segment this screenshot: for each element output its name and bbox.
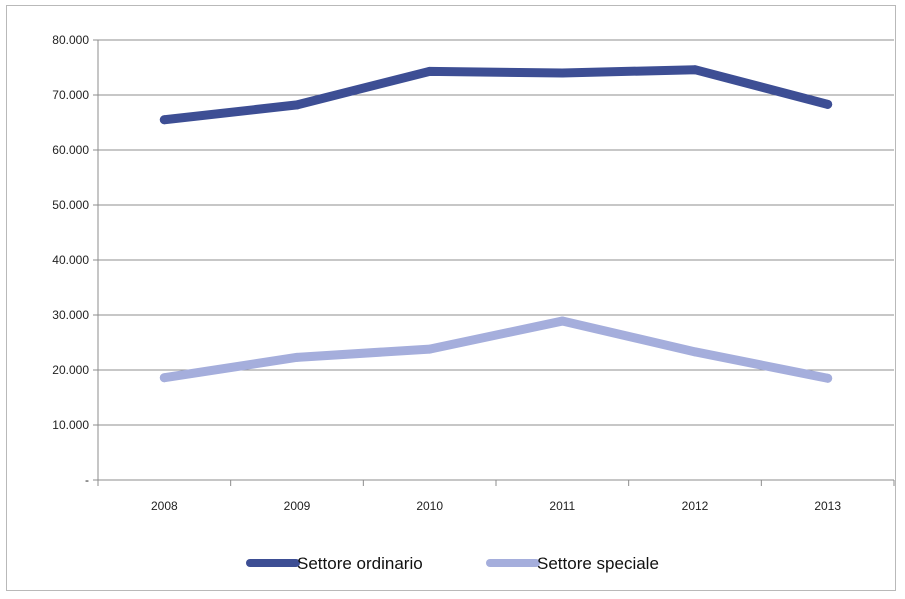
x-tick-label-2010: 2010 (416, 499, 443, 513)
series-line-settore-speciale (159, 316, 833, 383)
data-point-settore-ordinario-2008 (159, 115, 169, 125)
data-point-settore-speciale-2008 (159, 373, 169, 383)
x-tick-label-2013: 2013 (814, 499, 841, 513)
data-point-settore-speciale-2013 (823, 373, 833, 383)
data-point-settore-ordinario-2010 (425, 66, 435, 76)
y-tick-label-70000: 70.000 (52, 88, 89, 102)
legend-label-settore-speciale: Settore speciale (537, 554, 659, 573)
chart-frame (6, 5, 896, 591)
y-tick-label-10000: 10.000 (52, 418, 89, 432)
y-tick-label-30000: 30.000 (52, 308, 89, 322)
x-tick-label-2012: 2012 (682, 499, 709, 513)
legend-label-settore-ordinario: Settore ordinario (297, 554, 423, 573)
y-tick-label-20000: 20.000 (52, 363, 89, 377)
data-point-settore-speciale-2011 (557, 316, 567, 326)
x-tick-labels: 2008 2009 2010 2011 2012 2013 (97, 480, 895, 513)
y-tick-label-60000: 60.000 (52, 143, 89, 157)
y-tick-label-40000: 40.000 (52, 253, 89, 267)
y-tick-labels: - 10.000 20.000 30.000 40.000 50.000 60.000 70.… (52, 33, 98, 487)
data-point-settore-speciale-2009 (292, 352, 302, 362)
legend: Settore ordinario Settore speciale (246, 554, 659, 573)
data-point-settore-speciale-2010 (425, 344, 435, 354)
y-tick-label-50000: 50.000 (52, 198, 89, 212)
data-point-settore-ordinario-2011 (557, 68, 567, 78)
series-lines (159, 65, 833, 383)
data-point-settore-ordinario-2009 (292, 100, 302, 110)
y-tick-label-80000: 80.000 (52, 33, 89, 47)
data-point-settore-speciale-2012 (690, 347, 700, 357)
data-point-settore-ordinario-2013 (823, 99, 833, 109)
series-line-settore-ordinario (159, 65, 833, 125)
y-tick-label-0: - (85, 473, 89, 487)
x-tick-label-2008: 2008 (151, 499, 178, 513)
data-point-settore-ordinario-2012 (690, 65, 700, 75)
x-tick-label-2009: 2009 (284, 499, 311, 513)
x-tick-label-2011: 2011 (549, 499, 575, 513)
